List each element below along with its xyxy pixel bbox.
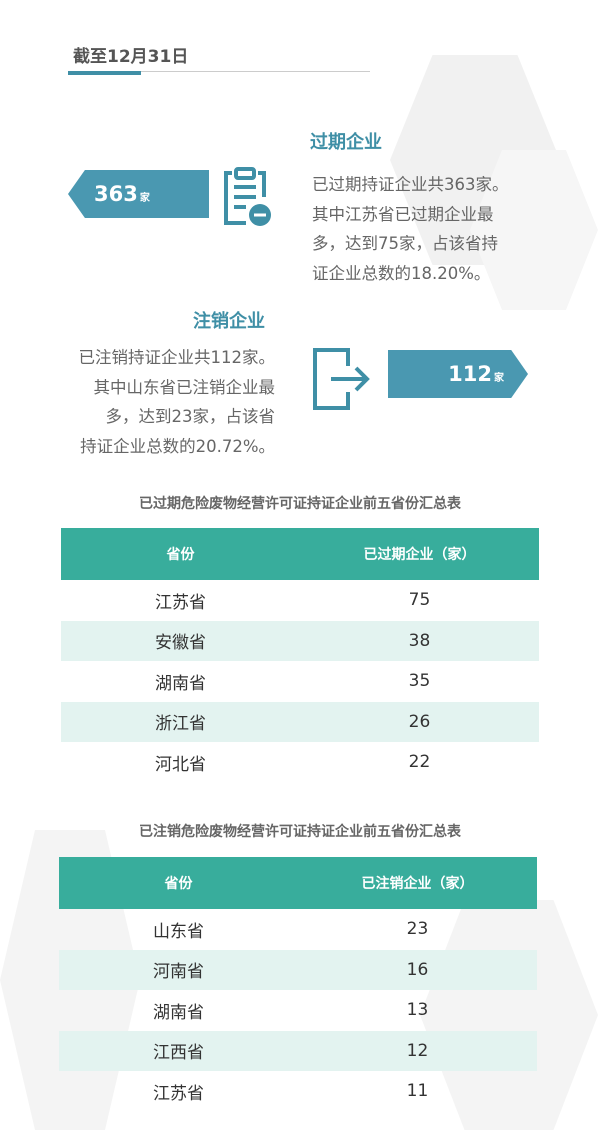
text-line: 证企业总数的18.20%。	[312, 263, 491, 283]
text-line: 已过期持证企业共363家。	[312, 175, 509, 194]
table-cell: 江苏省	[153, 1083, 204, 1104]
text-line: 其中江苏省已过期企业最	[312, 204, 494, 224]
table-cell: 河北省	[155, 754, 206, 775]
table-cell: 山东省	[153, 921, 204, 942]
column-header: 已过期企业（家）	[300, 528, 539, 580]
table-row: 湖南省 35	[61, 661, 539, 702]
title-accent-bar	[68, 71, 141, 75]
table-cell: 湖南省	[155, 673, 206, 694]
table-cell: 23	[406, 919, 429, 940]
table2-caption: 已注销危险废物经营许可证持证企业前五省份汇总表	[139, 824, 461, 840]
cancelled-heading: 注销企业	[193, 311, 265, 332]
cancelled-count-badge: 112 家	[388, 350, 528, 398]
exit-arrow-icon	[313, 348, 370, 410]
table-cell: 13	[406, 1000, 429, 1021]
table-cell: 11	[406, 1081, 429, 1102]
text-line: 多，达到75家，占该省持	[312, 234, 498, 253]
cancelled-unit: 家	[494, 373, 504, 384]
table-cell: 75	[408, 590, 431, 611]
clipboard-minus-icon	[224, 167, 271, 226]
table-row: 河北省 22	[61, 742, 539, 783]
table-cell: 河南省	[59, 949, 298, 990]
expired-table: 省份 已过期企业（家） 江苏省 75 安徽省 38 湖南省 35 浙江省 26 河北省 22	[61, 528, 539, 783]
table-cell: 12	[298, 1030, 537, 1071]
expired-unit: 家	[139, 193, 150, 204]
text-line: 持证企业总数的20.72%。	[80, 436, 275, 456]
table-cell: 安徽省	[61, 620, 300, 661]
table-cell: 22	[408, 752, 431, 773]
table-cell: 湖南省	[153, 1002, 204, 1023]
column-header: 省份	[61, 528, 300, 580]
text-line: 其中山东省已注销企业最	[93, 377, 276, 397]
expired-count-text: 363 家	[94, 182, 150, 206]
page-title: 截至12月31日	[73, 47, 189, 67]
table-row: 江苏省 11	[59, 1071, 537, 1112]
table-row: 江苏省 75	[61, 580, 539, 621]
table-header-row: 省份 已过期企业（家）	[61, 528, 539, 580]
table-row: 安徽省 38	[61, 620, 539, 661]
divider	[68, 71, 370, 72]
table-row: 江西省 12	[59, 1030, 537, 1071]
table-cell: 江苏省	[155, 592, 206, 613]
column-header: 已注销企业（家）	[298, 857, 537, 909]
table-cell: 浙江省	[61, 701, 300, 742]
table-row: 湖南省 13	[59, 990, 537, 1031]
table-cell: 江西省	[59, 1030, 298, 1071]
table-cell: 26	[300, 701, 539, 742]
table-cell: 35	[408, 671, 431, 692]
table-header-row: 省份 已注销企业（家）	[59, 857, 537, 909]
expired-count: 363	[94, 182, 138, 206]
table-cell: 16	[298, 949, 537, 990]
table-cell: 38	[300, 620, 539, 661]
cancelled-table: 省份 已注销企业（家） 山东省 23 河南省 16 湖南省 13 江西省 12 江苏省 11	[59, 857, 537, 1112]
table-row: 山东省 23	[59, 909, 537, 950]
cancelled-count: 112	[448, 362, 492, 386]
expired-description: 已过期持证企业共363家。 其中江苏省已过期企业最 多，达到75家，占该省持 证…	[312, 170, 509, 288]
text-line: 已注销持证企业共112家。	[78, 348, 276, 367]
table-row: 河南省 16	[59, 949, 537, 990]
table-row: 浙江省 26	[61, 701, 539, 742]
column-header: 省份	[59, 857, 298, 909]
text-line: 多，达到23家，占该省	[105, 407, 276, 426]
expired-count-badge: 363 家	[68, 170, 209, 218]
cancelled-description: 已注销持证企业共112家。 其中山东省已注销企业最 多，达到23家，占该省 持证…	[79, 343, 276, 461]
cancelled-count-text: 112 家	[448, 362, 504, 386]
expired-heading: 过期企业	[310, 132, 382, 153]
table1-caption: 已过期危险废物经营许可证持证企业前五省份汇总表	[139, 496, 461, 512]
